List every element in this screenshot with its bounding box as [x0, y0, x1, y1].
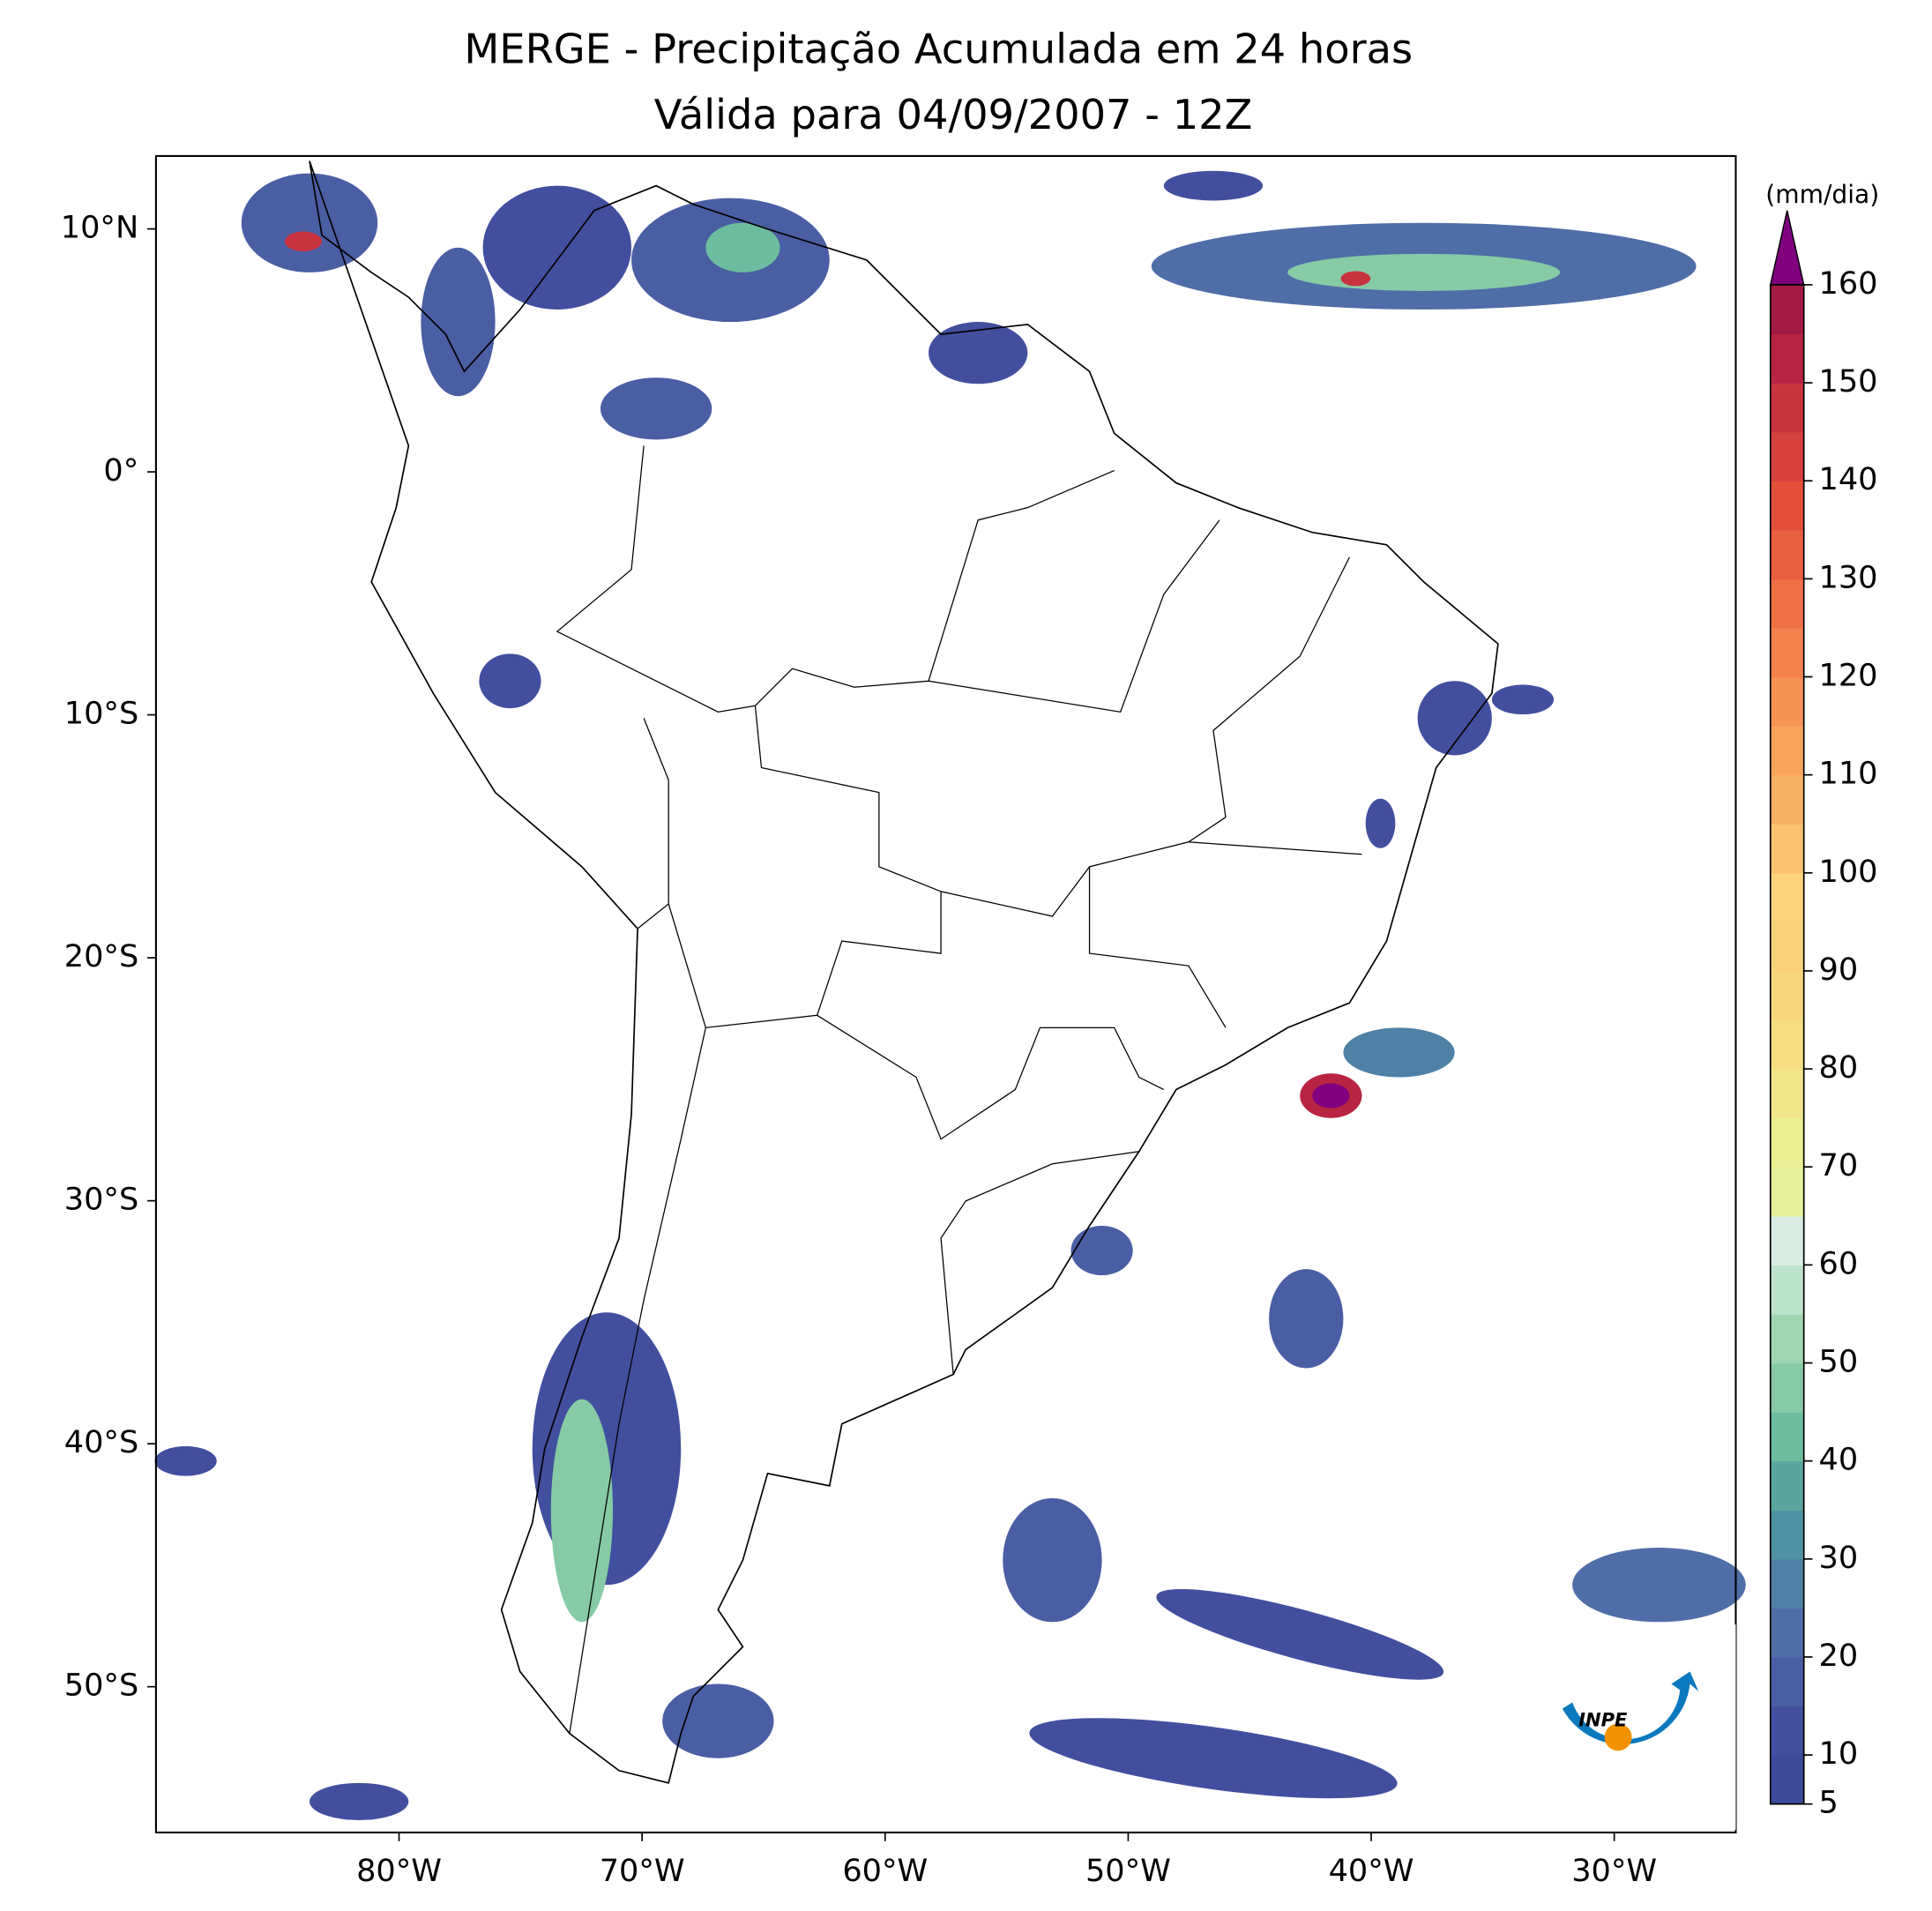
y-tick-label: 10°N	[61, 210, 138, 246]
colorbar-segment	[1770, 1460, 1804, 1511]
x-tick-label: 80°W	[356, 1853, 442, 1889]
colorbar-segment	[1770, 1362, 1804, 1413]
colorbar-segment	[1770, 579, 1804, 629]
title: MERGE - Precipitação Acumulada em 24 hor…	[464, 25, 1413, 72]
colorbar-segment	[1770, 1265, 1804, 1315]
colorbar-tick-label: 110	[1819, 756, 1878, 792]
colorbar-tick-label: 40	[1819, 1442, 1859, 1478]
colorbar-frame	[1769, 284, 1805, 1805]
colorbar-segment	[1770, 431, 1804, 481]
colorbar-extend	[1769, 210, 1805, 286]
y-tick-label: 10°S	[64, 696, 138, 732]
colorbar-segment	[1770, 774, 1804, 825]
colorbar-tick-label: 30	[1819, 1540, 1859, 1576]
coastline	[309, 160, 1499, 1784]
x-tick-label: 60°W	[842, 1853, 928, 1889]
colorbar-segment	[1770, 872, 1804, 923]
colorbar-tick-label: 50	[1819, 1344, 1859, 1380]
colorbar-segment	[1770, 824, 1804, 874]
colorbar-tick-label: 140	[1819, 461, 1878, 497]
logo-box	[1531, 1624, 1736, 1831]
colorbar-segment	[1770, 1656, 1804, 1707]
colorbar-segment	[1770, 1510, 1804, 1560]
colorbar-segment	[1770, 1706, 1804, 1756]
colorbar-tick-label: 70	[1819, 1147, 1859, 1183]
x-tick-label: 40°W	[1329, 1853, 1414, 1889]
colorbar-tick-label: 80	[1819, 1049, 1859, 1086]
colorbar-segment	[1770, 1412, 1804, 1462]
colorbar-label: (mm/dia)	[1765, 180, 1879, 209]
precipitation	[154, 170, 1746, 1820]
x-tick-label: 70°W	[600, 1853, 685, 1889]
colorbar-segment	[1770, 1608, 1804, 1658]
y-tick-label: 30°S	[64, 1182, 138, 1218]
colorbar-segment	[1770, 676, 1804, 727]
logo-arrow	[1562, 1671, 1699, 1744]
y-tick-label: 0°	[103, 452, 138, 489]
colorbar-tick-label: 60	[1819, 1245, 1859, 1281]
colorbar-segment	[1770, 726, 1804, 776]
logo: INPE	[1531, 1624, 1736, 1831]
colorbar-segment	[1770, 383, 1804, 433]
colorbar-segment	[1770, 529, 1804, 580]
colorbar-segment	[1770, 1019, 1804, 1070]
logo-sun	[1604, 1723, 1632, 1751]
colorbar-tick-label: 100	[1819, 854, 1878, 890]
colorbar-segment	[1770, 1167, 1804, 1217]
colorbar-segment	[1770, 1755, 1804, 1805]
colorbar-segment	[1770, 481, 1804, 531]
colorbar-tick-label: 130	[1819, 559, 1878, 595]
colorbar-segment	[1770, 627, 1804, 678]
colorbar-segment	[1770, 284, 1804, 335]
y-tick-label: 40°S	[64, 1424, 138, 1460]
colorbar-segment	[1770, 970, 1804, 1021]
colorbar-tick-label: 150	[1819, 363, 1878, 399]
colorbar-segment	[1770, 1069, 1804, 1119]
colorbar-segment	[1770, 1117, 1804, 1168]
colorbar-tick-label: 10	[1819, 1736, 1859, 1772]
x-tick-label: 50°W	[1085, 1853, 1171, 1889]
colorbar-tick-label: 20	[1819, 1638, 1859, 1674]
colorbar-tick-label: 90	[1819, 952, 1859, 988]
colorbar-tick-label: 160	[1819, 265, 1878, 302]
map-frame	[154, 154, 1737, 1834]
y-tick-label: 50°S	[64, 1668, 138, 1704]
x-tick-label: 30°W	[1571, 1853, 1657, 1889]
colorbar-segment	[1770, 1313, 1804, 1364]
colorbar-tick-label: 120	[1819, 658, 1878, 694]
colorbar-segment	[1770, 922, 1804, 972]
subtitle: Válida para 04/09/2007 - 12Z	[654, 91, 1253, 138]
colorbar-segment	[1770, 1558, 1804, 1609]
logo-text: INPE	[1578, 1709, 1628, 1731]
colorbar-tick-label: 5	[1819, 1785, 1839, 1821]
colorbar-segment	[1770, 333, 1804, 384]
y-tick-label: 20°S	[64, 938, 138, 974]
colorbar-segment	[1770, 1215, 1804, 1266]
